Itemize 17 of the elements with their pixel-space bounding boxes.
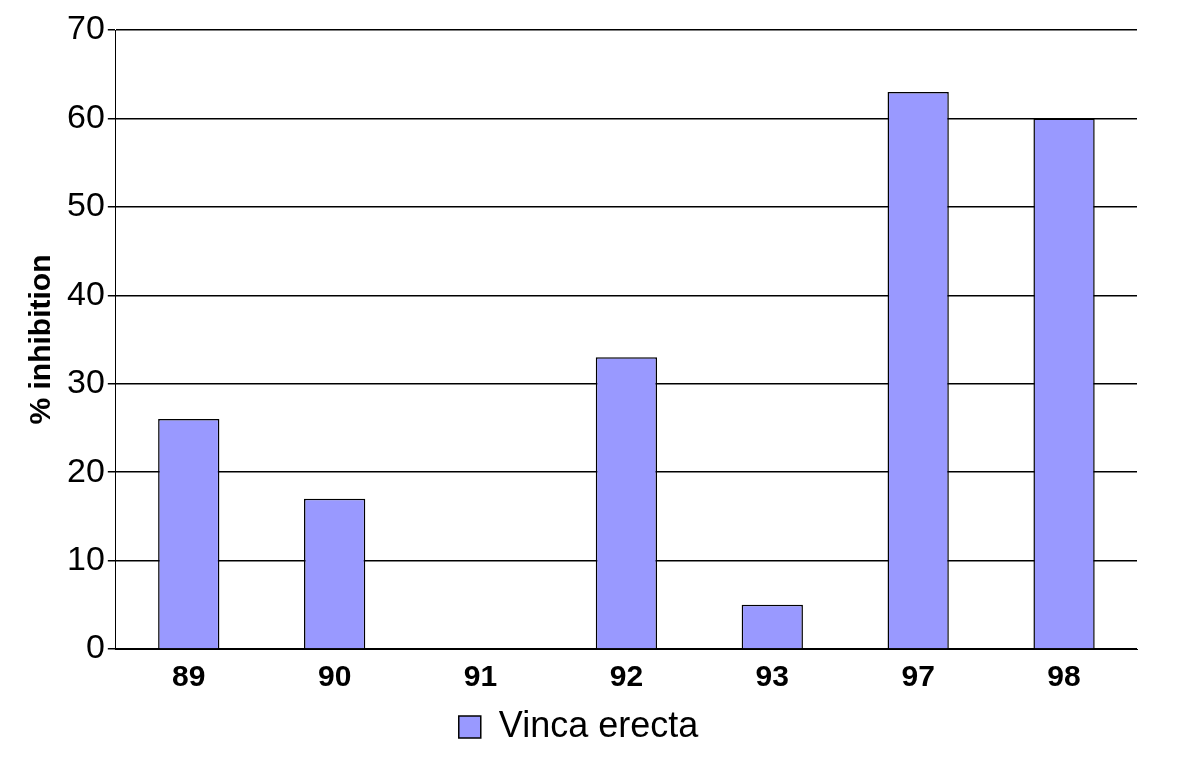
legend-label: Vinca erecta bbox=[498, 703, 700, 745]
y-tick-label: 40 bbox=[66, 273, 105, 312]
y-tick-label: 50 bbox=[66, 185, 105, 224]
x-tick-label: 92 bbox=[609, 659, 644, 693]
y-tick-label: 60 bbox=[66, 96, 105, 135]
y-axis-title: % inhibition bbox=[23, 254, 57, 425]
y-tick-label: 20 bbox=[66, 450, 105, 489]
x-tick-label: 90 bbox=[317, 659, 352, 693]
x-tick-label: 89 bbox=[172, 659, 206, 693]
x-tick-label: 93 bbox=[755, 659, 789, 693]
x-tick-label: 98 bbox=[1047, 659, 1081, 693]
y-tick-label: 0 bbox=[85, 627, 105, 666]
y-tick-label: 70 bbox=[66, 8, 105, 47]
y-tick-label: 30 bbox=[66, 362, 105, 401]
x-tick-label: 97 bbox=[901, 659, 935, 693]
x-tick-label: 91 bbox=[463, 659, 498, 693]
y-tick-label: 10 bbox=[66, 538, 105, 577]
